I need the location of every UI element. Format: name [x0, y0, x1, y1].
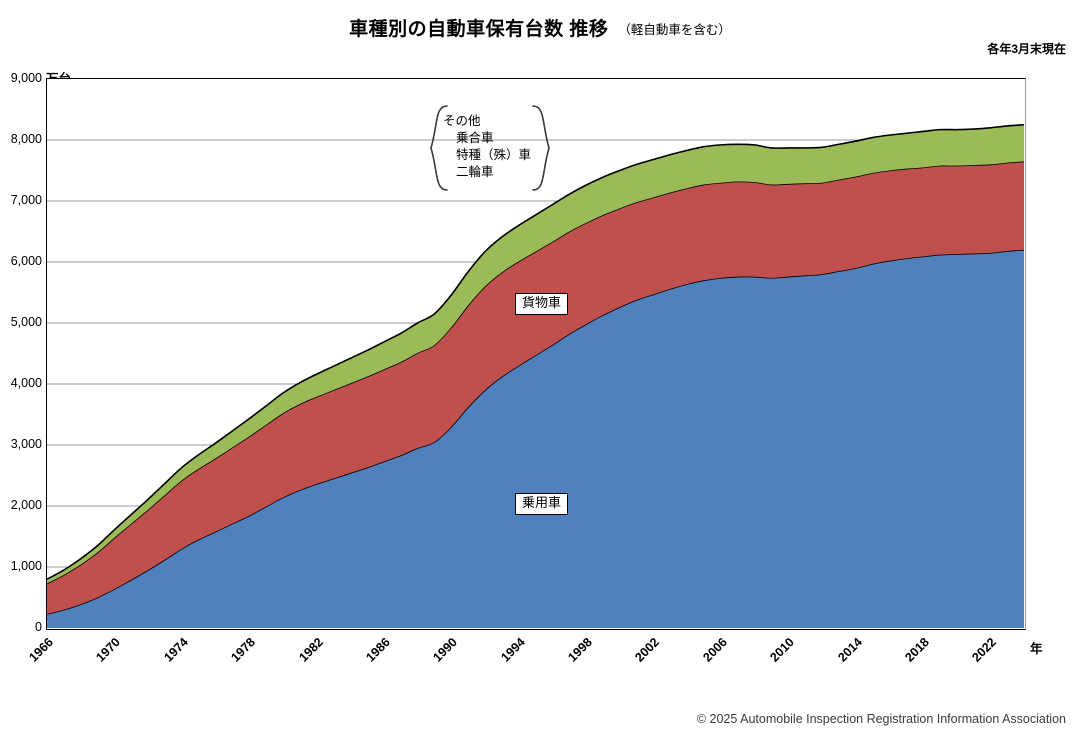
callout-item-2: 二輪車 [456, 165, 494, 179]
chart-subtitle: （軽自動車を含む） [618, 23, 731, 37]
callout-item-0: 乗合車 [456, 131, 494, 145]
x-tick-1990: 1990 [430, 635, 461, 665]
as-of-note: 各年3月末現在 [987, 42, 1066, 56]
y-tick-5000: 5,000 [10, 315, 42, 329]
x-tick-2014: 2014 [834, 635, 865, 665]
area-outline-2 [47, 123, 1024, 580]
area-band-0 [47, 249, 1024, 628]
x-tick-1994: 1994 [497, 635, 528, 665]
y-tick-9000: 9,000 [10, 71, 42, 85]
y-tick-1000: 1,000 [10, 559, 42, 573]
x-axis-unit-label: 年 [1030, 642, 1043, 656]
x-tick-1966: 1966 [26, 635, 56, 665]
callout-bracket-icon [430, 105, 550, 191]
area-band-2 [47, 124, 1024, 584]
series-label-freight: 貨物車 [515, 293, 569, 315]
y-tick-7000: 7,000 [10, 193, 42, 207]
x-tick-1978: 1978 [228, 635, 259, 665]
footer-copyright: © 2025 Automobile Inspection Registratio… [696, 712, 1066, 726]
x-tick-2018: 2018 [902, 635, 932, 665]
y-tick-2000: 2,000 [10, 498, 42, 512]
y-tick-6000: 6,000 [10, 254, 42, 268]
series-label-passenger: 乗用車 [515, 493, 569, 515]
y-tick-8000: 8,000 [10, 132, 42, 146]
area-band-1 [47, 161, 1024, 614]
chart-area: 万台 01,0002,0003,0004,0005,0006,0007,0008… [0, 60, 1080, 665]
callout-item-1: 特種（殊）車 [456, 148, 532, 162]
callout-text: その他 乗合車 特種（殊）車 二輪車 [443, 113, 531, 181]
x-tick-2022: 2022 [969, 635, 1000, 665]
x-tick-2010: 2010 [767, 635, 798, 665]
x-tick-1974: 1974 [161, 635, 191, 665]
x-tick-2002: 2002 [632, 635, 663, 665]
chart-title: 車種別の自動車保有台数 推移 [349, 19, 609, 40]
callout-head: その他 [443, 114, 481, 128]
y-tick-3000: 3,000 [10, 437, 42, 451]
x-tick-1986: 1986 [363, 635, 393, 665]
x-tick-1970: 1970 [93, 635, 124, 665]
x-tick-1998: 1998 [565, 635, 595, 665]
x-tick-2006: 2006 [700, 635, 730, 665]
plot-area: 貨物車 乗用車 [46, 78, 1026, 630]
y-tick-4000: 4,000 [10, 376, 42, 390]
y-tick-0: 0 [35, 620, 42, 634]
x-tick-1982: 1982 [295, 635, 326, 665]
other-series-callout: その他 乗合車 特種（殊）車 二輪車 [425, 104, 555, 192]
title-block: 車種別の自動車保有台数 推移 （軽自動車を含む） [0, 14, 1080, 41]
